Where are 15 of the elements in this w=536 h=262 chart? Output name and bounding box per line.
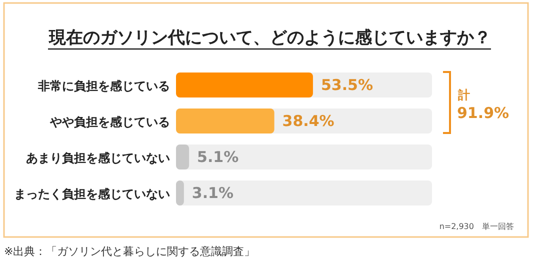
y-tick-label: やや負担を感じている: [49, 115, 170, 129]
bar: [176, 180, 184, 206]
data-label: 53.5%: [320, 76, 374, 94]
chart-title: 現在のガソリン代について、どのように感じていますか？: [48, 28, 491, 48]
y-tick-label: 非常に負担を感じている: [37, 79, 170, 93]
text: 91.9%: [457, 104, 510, 122]
bar: [176, 144, 190, 170]
text: ※出典：「ガソリン代と暮らしに関する意識調査」: [4, 245, 256, 258]
text: n=2,930 単一回答: [439, 222, 514, 231]
data-label: 38.4%: [282, 112, 334, 130]
data-label: 3.1%: [192, 184, 234, 202]
y-tick-label: まったく負担を感じていない: [14, 187, 170, 201]
data-label: 5.1%: [197, 148, 239, 166]
text: 計: [457, 88, 470, 102]
y-tick-label: あまり負担を感じていない: [26, 151, 170, 165]
